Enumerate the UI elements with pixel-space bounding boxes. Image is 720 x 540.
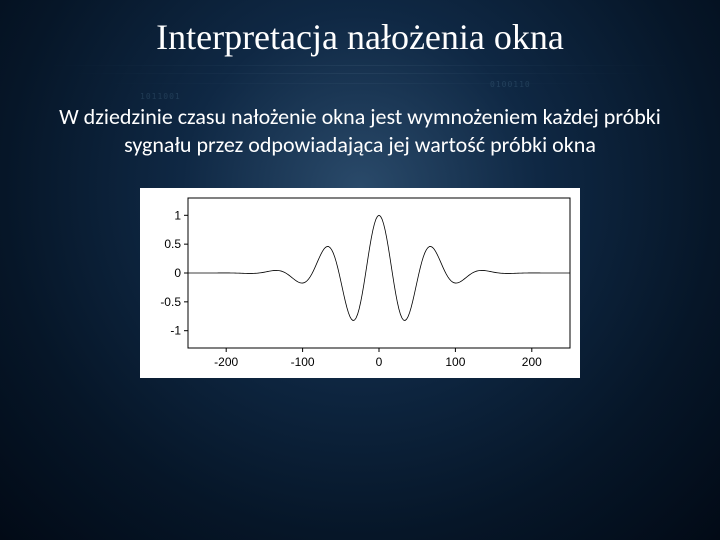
svg-text:1: 1: [174, 208, 181, 222]
svg-text:-100: -100: [291, 355, 315, 369]
title-underline-decoration: [0, 65, 720, 105]
svg-text:100: 100: [445, 355, 465, 369]
windowed-signal-chart: -1 -0.5 0 0.5 1 -200 -100 0 100 200: [140, 188, 580, 378]
svg-text:0: 0: [376, 355, 383, 369]
bg-digits: 0100110: [490, 80, 531, 89]
svg-text:-1: -1: [170, 324, 181, 338]
svg-text:0: 0: [174, 266, 181, 280]
svg-text:-200: -200: [214, 355, 238, 369]
chart-svg: -1 -0.5 0 0.5 1 -200 -100 0 100 200: [140, 188, 580, 378]
svg-text:200: 200: [522, 355, 542, 369]
bg-digits: 1011001: [140, 92, 181, 101]
slide-container: 0100110 1011001 Interpretacja nałożenia …: [0, 0, 720, 540]
slide-title: Interpretacja nałożenia okna: [0, 0, 720, 58]
svg-text:-0.5: -0.5: [160, 295, 181, 309]
slide-body-text: W dziedzinie czasu nałożenie okna jest w…: [40, 103, 680, 158]
svg-text:0.5: 0.5: [164, 237, 181, 251]
